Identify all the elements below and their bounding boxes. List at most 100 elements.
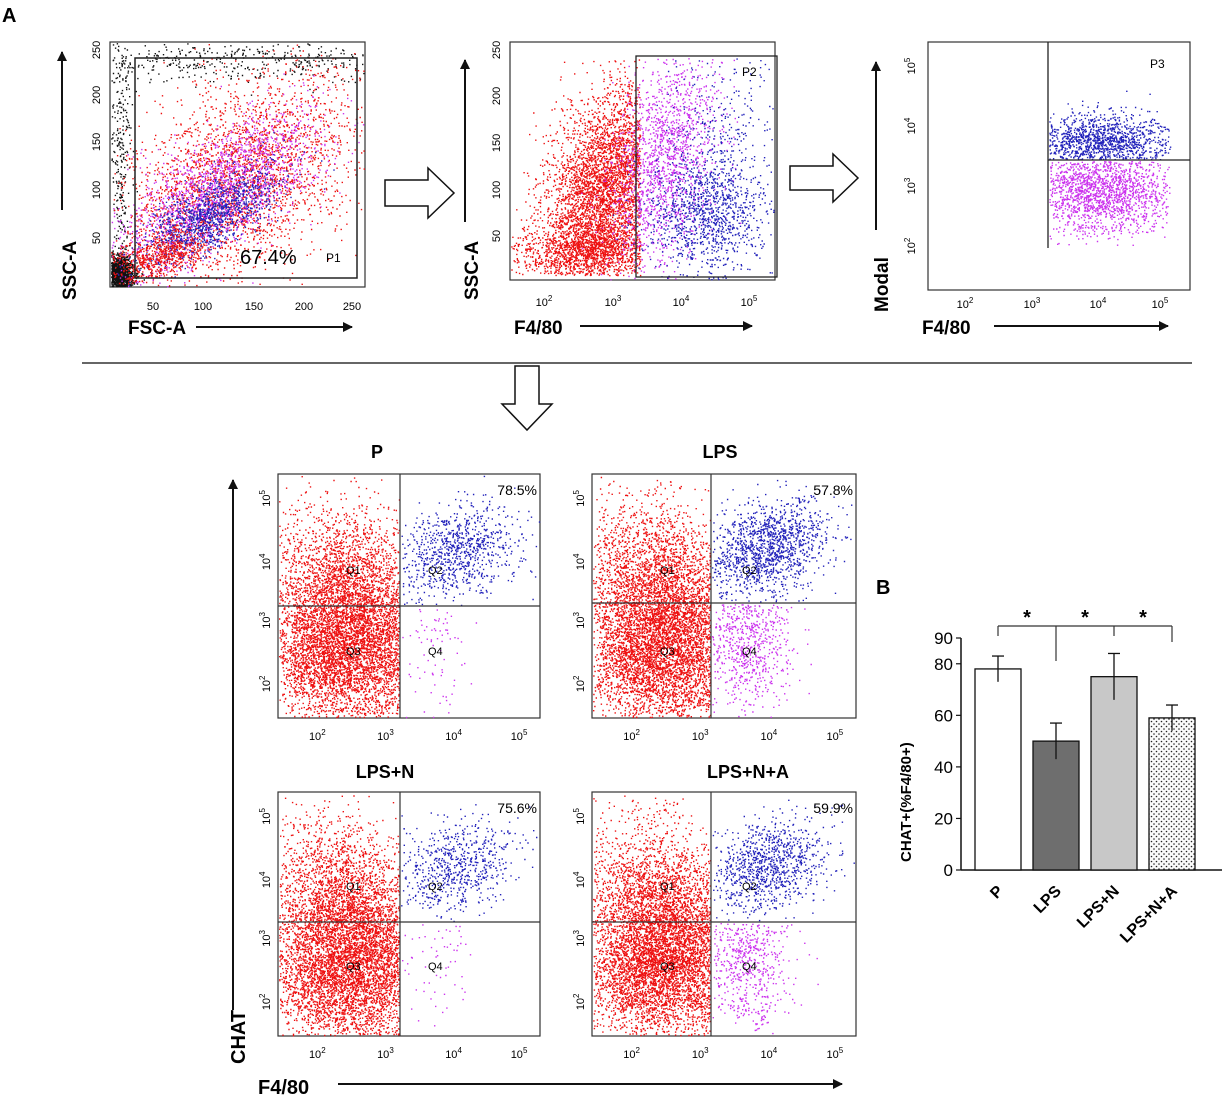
quad-q2-label: Q2	[428, 565, 443, 577]
bar-lps-n	[1090, 676, 1138, 871]
quad-ytick: 104	[572, 553, 587, 570]
quadrant-plot-lpsn: LPS+N 75.6% Q1 Q2 Q3 Q4	[277, 762, 541, 1037]
plot2-xtick: 103	[605, 294, 622, 309]
quad-xtick: 103	[692, 728, 709, 743]
plot1-xtick: 200	[295, 301, 313, 313]
quad-q2-label: Q2	[742, 881, 757, 893]
plot3-ytick: 104	[903, 117, 918, 134]
bar-ytick-label: 90	[934, 629, 953, 648]
plot1-gate	[134, 57, 358, 279]
plot2-xtick: 102	[536, 294, 553, 309]
plot3-ytick: 105	[903, 57, 918, 74]
quad-ytick: 103	[258, 930, 273, 947]
bar-chart: CHAT+(%F4/80+) 0 20 40 60 80 90 * * * P LPS LPS+N…	[898, 607, 1222, 946]
flow-arrow-down	[500, 365, 554, 432]
plot3-ylabel: Modal	[872, 257, 893, 312]
quad-q4-label: Q4	[742, 961, 757, 973]
plot2-ytick: 200	[491, 87, 503, 105]
plot1-xlabel: FSC-A	[128, 318, 186, 339]
quad-title: LPS+N+A	[707, 762, 789, 782]
plot3-xtick: 104	[1090, 296, 1107, 311]
gating-plot-1: P1 67.4% 50 100 150 200 250 50 100 150 2…	[57, 41, 366, 339]
quad-xtick: 104	[445, 728, 462, 743]
bar-ytick-label: 0	[944, 861, 953, 880]
scatter-dots	[712, 604, 812, 718]
plot3-xtick: 103	[1024, 296, 1041, 311]
quad-q3-label: Q3	[660, 961, 675, 973]
quad-ytick: 102	[572, 993, 587, 1010]
quad-frame	[591, 473, 857, 719]
bar-series	[974, 652, 1196, 871]
flow-arrow-right-2	[789, 152, 860, 204]
plot2-gate	[635, 55, 778, 278]
quad-ytick: 105	[258, 490, 273, 507]
quad-xtick: 103	[377, 1046, 394, 1061]
quad-q4-label: Q4	[742, 646, 757, 658]
plot1-xtick: 50	[147, 301, 159, 313]
quad-q3-label: Q3	[660, 646, 675, 658]
plot1-ytick: 250	[91, 41, 103, 59]
quad-q2-label: Q2	[742, 565, 757, 577]
plot1-ytick: 150	[91, 133, 103, 151]
quad-q4-label: Q4	[428, 961, 443, 973]
plot2-gate-label: P2	[742, 65, 757, 79]
quadrant-ticks: 102 103 104 105 102 103 104 105 102 103 104 105 102 1…	[258, 490, 844, 1061]
plot1-gate-label: P1	[326, 251, 341, 265]
quad-xtick: 104	[761, 1046, 778, 1061]
bar-lps	[1032, 740, 1080, 871]
scatter-dots	[593, 476, 712, 719]
quad-xtick: 105	[511, 728, 528, 743]
quadrant-plot-lps: LPS 57.8% Q1 Q2 Q3 Q4	[591, 442, 857, 719]
quad-xtick: 104	[445, 1046, 462, 1061]
plot3-xtick: 102	[957, 296, 974, 311]
bar-ytick-label: 80	[934, 655, 953, 674]
plot1-ytick: 50	[91, 232, 103, 244]
quad-xtick: 103	[692, 1046, 709, 1061]
quad-ytick: 103	[572, 930, 587, 947]
quad-ytick: 102	[572, 675, 587, 692]
quad-xtick: 104	[761, 728, 778, 743]
plot2-ytick: 100	[491, 181, 503, 199]
scatter-dots	[402, 609, 478, 719]
plot2-xlabel: F4/80	[514, 318, 563, 339]
scatter-dots	[401, 804, 538, 923]
scatter-dots	[593, 795, 712, 1037]
quad-xtick: 105	[827, 728, 844, 743]
quad-ytick: 104	[258, 553, 273, 570]
quad-xtick: 102	[309, 1046, 326, 1061]
bar-lps-n-a	[1148, 717, 1196, 871]
quad-q3-label: Q3	[346, 961, 361, 973]
quad-shared-ylabel: CHAT	[228, 1010, 250, 1064]
quad-q1-label: Q1	[660, 565, 675, 577]
scatter-dots	[279, 583, 400, 719]
gating-plot-2: P2 102 103 104 105 50 100 150 200 250 F4…	[460, 41, 778, 339]
bar-p	[974, 668, 1022, 871]
quad-xtick: 102	[623, 728, 640, 743]
scatter-dots	[1049, 90, 1172, 161]
quad-percent: 59.9%	[813, 800, 853, 816]
sig-star: *	[1139, 607, 1147, 629]
scatter-dots	[712, 479, 853, 603]
quad-xtick: 102	[623, 1046, 640, 1061]
plot2-ytick: 50	[491, 230, 503, 242]
quad-ytick: 103	[258, 612, 273, 629]
quad-scatter	[279, 475, 541, 719]
panel-label-b: B	[876, 577, 890, 599]
bar-ytick-label: 40	[934, 758, 953, 777]
quad-percent: 75.6%	[497, 800, 537, 816]
bar-ytick-label: 20	[934, 809, 953, 828]
plot3-scatter	[1049, 90, 1172, 246]
quad-scatter	[593, 795, 855, 1037]
quad-xtick: 105	[827, 1046, 844, 1061]
plot1-percent: 67.4%	[240, 247, 297, 269]
gating-plot-3: P3 102 103 104 105 102 103 104 105 F4/80…	[871, 41, 1191, 339]
plot1-frame	[109, 41, 366, 288]
plot1-xtick: 150	[245, 301, 263, 313]
scatter-dots	[516, 59, 642, 277]
quad-q3-label: Q3	[346, 646, 361, 658]
bar-category-label: LPS+N+A	[1117, 882, 1181, 946]
scatter-dots	[612, 121, 775, 281]
bar-category-label: P	[987, 883, 1007, 903]
